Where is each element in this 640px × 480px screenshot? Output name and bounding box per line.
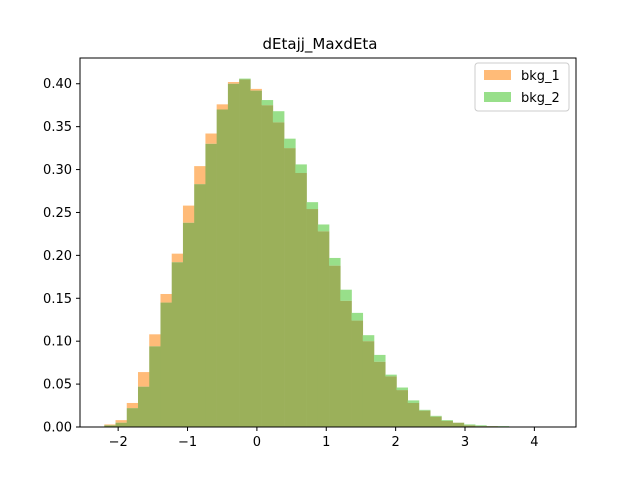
histogram-bar-excess [272, 111, 285, 123]
histogram-bar-overlap [137, 386, 150, 427]
histogram-bar-overlap [351, 320, 364, 427]
legend-swatch [484, 92, 511, 102]
legend-label: bkg_2 [521, 91, 560, 106]
histogram-bar-overlap [205, 143, 217, 427]
legend-label: bkg_1 [521, 69, 560, 84]
histogram-bar-overlap [149, 346, 161, 427]
histogram-bar-overlap [115, 422, 128, 427]
histogram-bar-excess [104, 424, 116, 426]
y-tick-label: 0.35 [43, 120, 72, 135]
x-tick-label: −1 [178, 435, 197, 450]
histogram-bar-overlap [104, 425, 116, 427]
y-tick-label: 0.10 [43, 335, 72, 350]
histogram-bar-excess [216, 104, 229, 110]
histogram-bar-excess [362, 335, 375, 342]
histogram-bar-overlap [430, 416, 442, 427]
histogram-bar-excess [126, 402, 139, 409]
histogram-bar-excess [430, 415, 442, 417]
y-tick-label: 0.25 [43, 206, 72, 221]
histogram-bar-overlap [295, 172, 307, 427]
legend-swatch [484, 70, 511, 80]
histogram-bar-excess [306, 202, 319, 210]
y-tick-label: 0.05 [43, 378, 72, 393]
histogram-bar-excess [418, 409, 431, 411]
chart-title: dEtajj_MaxdEta [263, 35, 378, 54]
histogram-bar-excess [149, 334, 161, 347]
y-tick-label: 0.15 [43, 292, 72, 307]
histogram-bar-excess [340, 289, 352, 301]
histogram-bar-overlap [227, 83, 240, 427]
histogram-bar-overlap [272, 122, 285, 427]
histogram-bar-excess [351, 312, 364, 321]
histogram-bar-overlap [216, 109, 229, 427]
histogram-bar-overlap [126, 408, 139, 427]
histogram-bar-excess [137, 372, 150, 387]
x-tick-label: 2 [391, 435, 399, 450]
histogram-bar-excess [115, 420, 128, 423]
histogram-bar-excess [463, 424, 476, 426]
histogram-bar-excess [475, 425, 487, 427]
x-tick-label: −2 [109, 435, 128, 450]
histogram-bar-overlap [182, 222, 195, 427]
histogram-bar-excess [396, 387, 409, 391]
histogram-bar-overlap [250, 90, 262, 427]
histogram-bar-overlap [171, 262, 184, 427]
y-tick-label: 0.20 [43, 249, 72, 264]
histogram-bar-overlap [441, 420, 453, 427]
histogram-bar-excess [239, 78, 251, 80]
axes-frame [79, 57, 577, 428]
histogram-bar-overlap [362, 341, 375, 427]
histogram-bar-excess [250, 88, 262, 91]
histogram-bar-excess [182, 205, 195, 223]
histogram-bar-excess [227, 82, 240, 84]
histogram-bar-overlap [385, 376, 397, 427]
histogram-bar-overlap [418, 410, 431, 427]
histogram-bar-overlap [194, 184, 206, 427]
histogram-bar-excess [385, 374, 397, 377]
histogram-bar-excess [160, 293, 173, 303]
histogram-bar-excess [284, 138, 296, 149]
y-tick-label: 0.40 [43, 77, 72, 92]
histogram-bar-overlap [373, 361, 386, 427]
histogram-bar-excess [373, 354, 386, 362]
histogram-bar-overlap [261, 105, 274, 427]
histogram-bar-overlap [284, 148, 296, 427]
histogram-bar-excess [329, 257, 341, 266]
histogram-bar-overlap [317, 231, 330, 427]
histogram-bar-excess [194, 166, 206, 185]
legend: bkg_1 bkg_2 [474, 62, 570, 112]
histogram-bar-overlap [329, 265, 341, 427]
histogram-bar-overlap [340, 300, 352, 427]
y-tick-label: 0.00 [43, 421, 72, 436]
histogram-bar-excess [295, 164, 307, 173]
histogram-bar-excess [407, 400, 420, 403]
histogram-bar-overlap [306, 209, 319, 427]
histogram-bar-excess [317, 224, 330, 232]
histogram-bar-overlap [452, 422, 465, 427]
x-tick-label: 4 [530, 435, 538, 450]
axes: −2 −1 0 1 2 3 4 0.00 0.05 0.10 0.15 0.20 0.25 0.30 0.3… [43, 57, 577, 450]
x-tick-label: 0 [253, 435, 261, 450]
histogram-bar-excess [205, 133, 217, 144]
y-tick-label: 0.30 [43, 163, 72, 178]
x-tick-label: 1 [322, 435, 330, 450]
histogram-bar-overlap [463, 425, 476, 427]
histogram-bar-overlap [407, 402, 420, 427]
plot-area [104, 78, 510, 427]
histogram-bar-overlap [160, 302, 173, 427]
histogram-bar-excess [171, 253, 184, 263]
histogram-bar-excess [261, 100, 274, 106]
histogram-bar-overlap [239, 79, 251, 427]
histogram-bar-overlap [396, 390, 409, 427]
x-tick-label: 3 [461, 435, 469, 450]
histogram-bar-excess [441, 420, 453, 421]
